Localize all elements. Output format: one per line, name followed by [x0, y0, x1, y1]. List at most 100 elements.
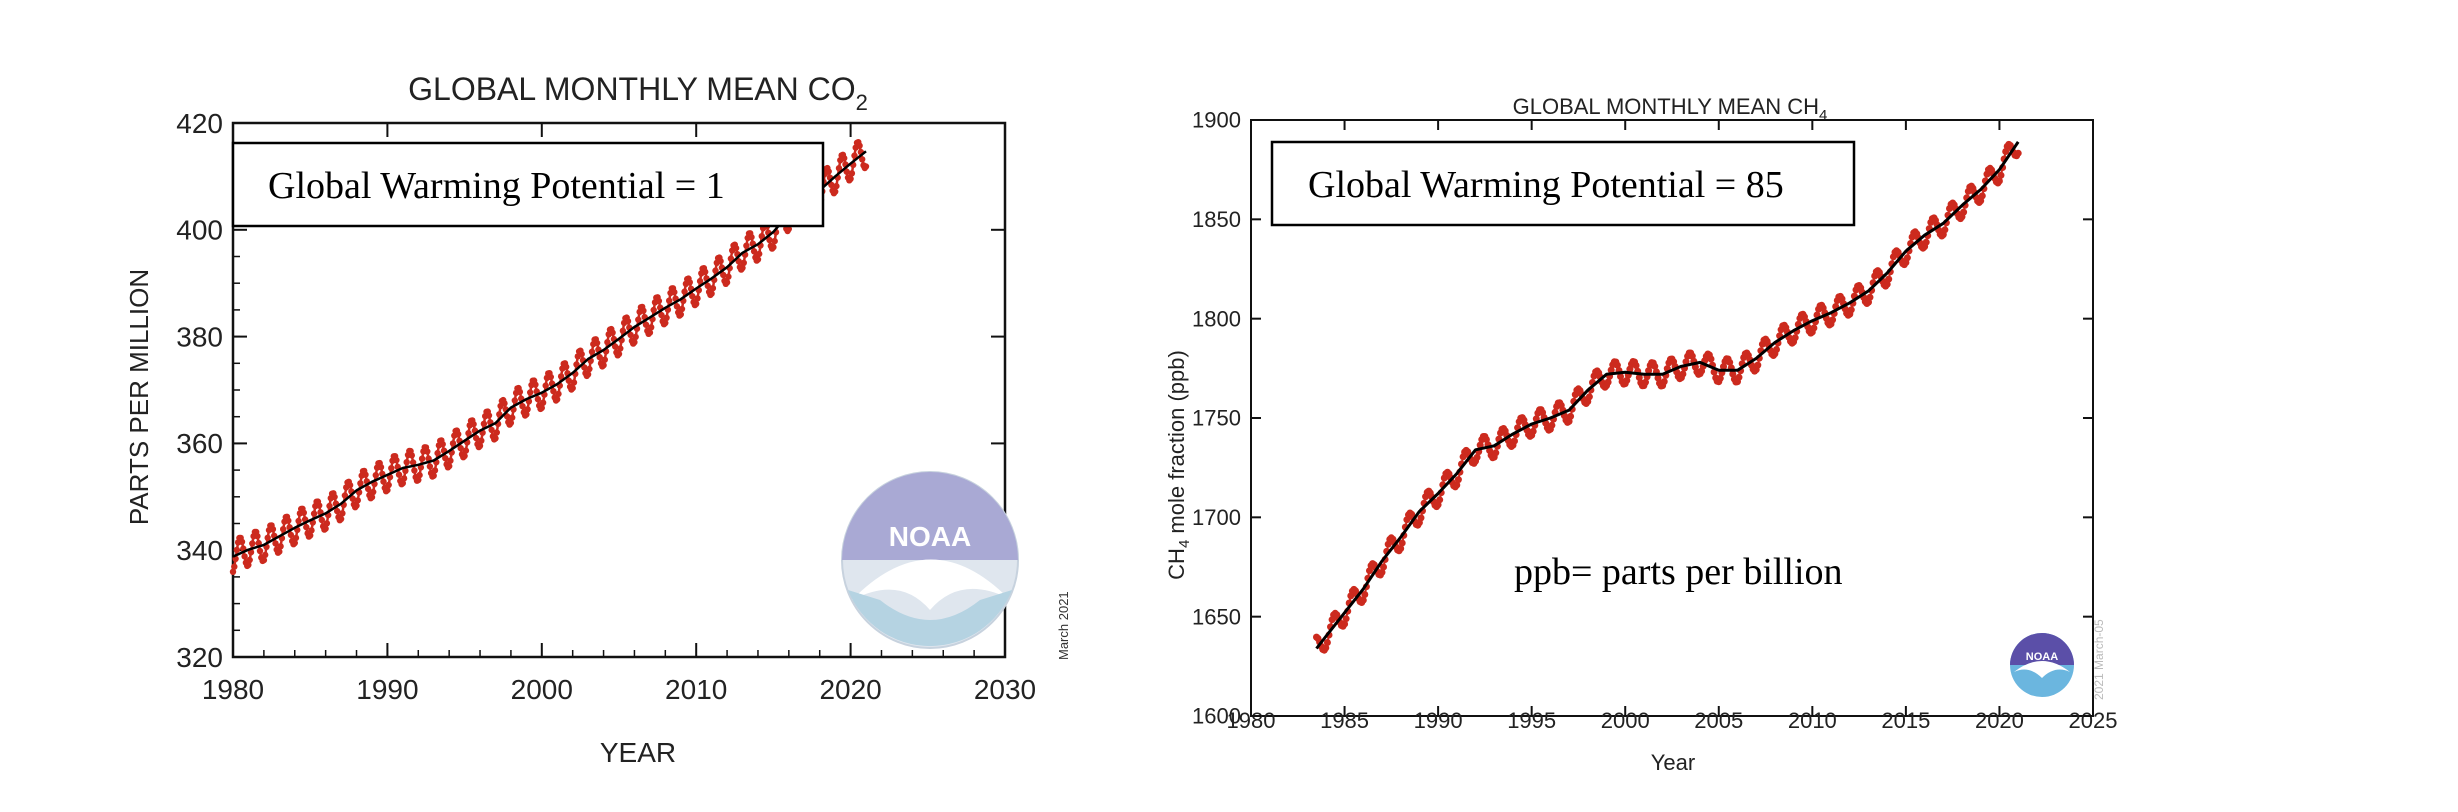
co2-chart-svg: GLOBAL MONTHLY MEAN CO2 1980 1990 2000 2010… — [124, 71, 1071, 768]
co2-monthly-point — [754, 256, 762, 263]
co2-monthly-point — [439, 441, 446, 448]
co2-monthly-point — [295, 517, 302, 525]
co2-monthly-point — [424, 448, 431, 455]
co2-monthly-point — [246, 556, 253, 564]
co2-monthly-point — [465, 430, 472, 437]
co2-monthly-point — [785, 225, 792, 233]
co2-monthly-point — [570, 379, 578, 386]
ch4-monthly-point — [1613, 361, 1621, 369]
co2-monthly-point — [449, 440, 457, 447]
co2-monthly-point — [681, 288, 688, 295]
co2-monthly-point — [476, 442, 484, 449]
co2-monthly-point — [617, 345, 624, 352]
co2-monthly-point — [648, 324, 655, 331]
ch4-monthly-point — [1997, 171, 2005, 179]
ch4-monthly-point — [1707, 355, 1715, 363]
co2-monthly-point — [739, 264, 746, 272]
co2-monthly-point — [291, 539, 298, 547]
ch4-x-tick-label: 1995 — [1507, 708, 1556, 733]
co2-monthly-point — [584, 371, 592, 378]
co2-monthly-point — [835, 165, 843, 172]
co2-monthly-point — [354, 497, 361, 504]
co2-monthly-point — [743, 242, 750, 249]
co2-monthly-point — [385, 481, 392, 489]
ch4-x-tick-label: 2010 — [1788, 708, 1837, 733]
ch4-monthly-point — [1716, 374, 1724, 382]
co2-monthly-point — [663, 314, 670, 321]
co2-monthly-point — [249, 540, 256, 547]
co2-monthly-point — [260, 556, 268, 564]
co2-monthly-point — [720, 271, 727, 279]
co2-monthly-point — [501, 400, 508, 407]
co2-monthly-point — [573, 361, 580, 368]
co2-monthly-point — [485, 412, 493, 419]
co2-monthly-point — [712, 267, 719, 274]
co2-monthly-point — [462, 447, 470, 454]
ch4-monthly-point — [1397, 545, 1405, 552]
co2-monthly-point — [588, 348, 596, 355]
co2-monthly-point — [578, 350, 585, 358]
ch4-x-tick-label: 2000 — [1601, 708, 1650, 733]
ch4-gwp-label: Global Warming Potential = 85 — [1308, 164, 1784, 206]
co2-monthly-point — [678, 305, 686, 313]
co2-y-tick-label: 360 — [176, 428, 223, 459]
co2-monthly-point — [337, 515, 345, 523]
ch4-monthly-point — [1726, 358, 1734, 366]
co2-monthly-point — [632, 333, 639, 341]
ch4-monthly-point — [1492, 449, 1500, 457]
co2-monthly-point — [470, 420, 477, 428]
co2-monthly-point — [740, 259, 747, 266]
ch4-x-tick-label: 2025 — [2069, 708, 2118, 733]
co2-monthly-point — [411, 467, 418, 474]
co2-monthly-point — [233, 546, 241, 554]
co2-monthly-point — [557, 373, 565, 380]
co2-chart: GLOBAL MONTHLY MEAN CO2 1980 1990 2000 2010… — [0, 0, 1130, 812]
co2-monthly-point — [833, 182, 840, 190]
co2-monthly-point — [642, 321, 650, 328]
ch4-y-tick-label: 1800 — [1192, 306, 1241, 331]
co2-monthly-point — [480, 420, 488, 427]
ch4-monthly-point — [1642, 378, 1649, 386]
ch4-monthly-point — [1632, 362, 1640, 369]
co2-monthly-point — [658, 311, 665, 319]
co2-monthly-point — [287, 531, 295, 539]
co2-monthly-point — [331, 493, 338, 501]
ch4-monthly-point — [1476, 441, 1484, 449]
co2-y-tick-label: 320 — [176, 642, 223, 673]
co2-monthly-point — [519, 403, 526, 410]
co2-monthly-point — [238, 538, 246, 545]
co2-monthly-point — [434, 449, 441, 457]
co2-monthly-point — [280, 526, 287, 533]
co2-monthly-point — [689, 293, 696, 300]
ch4-gwp-box — [1270, 140, 1856, 227]
co2-monthly-point — [408, 452, 415, 459]
co2-monthly-point — [555, 390, 562, 398]
co2-monthly-point — [524, 406, 531, 413]
co2-monthly-point — [565, 377, 572, 384]
ch4-monthly-point — [1885, 275, 1893, 283]
ch4-y-tick-label: 1900 — [1192, 108, 1241, 133]
co2-monthly-point — [473, 434, 480, 442]
co2-monthly-point — [586, 365, 593, 373]
co2-monthly-point — [323, 520, 331, 527]
ch4-monthly-point — [1322, 644, 1330, 652]
co2-monthly-point — [353, 502, 360, 509]
co2-monthly-point — [862, 163, 870, 170]
ch4-noaa-logo: NOAA — [2010, 633, 2074, 697]
ch4-monthly-point — [1604, 378, 1612, 386]
co2-monthly-point — [671, 288, 678, 296]
co2-monthly-point — [492, 435, 499, 442]
co2-monthly-point — [532, 381, 539, 388]
co2-monthly-point — [708, 290, 715, 297]
co2-monthly-point — [640, 307, 647, 314]
co2-monthly-point — [646, 329, 654, 336]
co2-monthly-point — [604, 339, 611, 346]
co2-monthly-point — [547, 373, 554, 381]
ch4-y-axis-label: CH4 mole fraction (ppb) — [1164, 350, 1193, 580]
co2-x-axis-label: YEAR — [600, 737, 676, 768]
co2-monthly-point — [563, 363, 570, 371]
co2-monthly-point — [859, 156, 866, 163]
co2-monthly-point — [388, 465, 395, 472]
co2-monthly-point — [399, 480, 406, 487]
ch4-chart: GLOBAL MONTHLY MEAN CH4 1980 1985 1990 1995… — [1130, 0, 2458, 812]
